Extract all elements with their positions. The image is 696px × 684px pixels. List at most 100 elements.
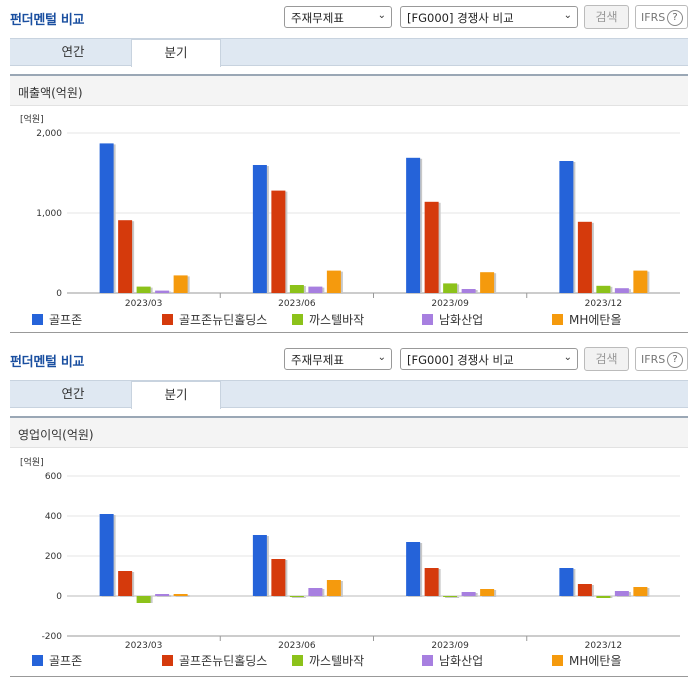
x-tick-label: 2023/09 xyxy=(431,641,469,648)
section-divider xyxy=(10,416,688,418)
bar-4-2[interactable] xyxy=(480,589,495,596)
bar-3-3[interactable] xyxy=(614,288,629,293)
bar-3-3[interactable] xyxy=(614,591,629,596)
legend-label: 남화산업 xyxy=(439,313,484,327)
bar-3-2[interactable] xyxy=(461,592,476,596)
x-tick-label: 2023/06 xyxy=(278,299,316,306)
y-tick-label: 2,000 xyxy=(36,129,62,139)
bar-shadow xyxy=(445,597,460,598)
x-tick-label: 2023/12 xyxy=(585,299,622,306)
question-icon: ? xyxy=(667,352,683,368)
bar-0-2[interactable] xyxy=(406,542,421,596)
section-header: 매출액(억원) xyxy=(10,76,688,106)
bar-1-3[interactable] xyxy=(577,584,592,596)
legend-label: 골프존뉴딘홀딩스 xyxy=(179,654,268,668)
tab-annual[interactable]: 연간 xyxy=(61,386,85,401)
bar-3-0[interactable] xyxy=(155,290,170,293)
bar-0-1[interactable] xyxy=(252,535,267,596)
y-tick-label: 600 xyxy=(45,472,62,482)
bar-1-2[interactable] xyxy=(424,568,439,596)
bar-1-0[interactable] xyxy=(118,220,133,293)
bar-2-1[interactable] xyxy=(289,596,304,597)
bar-2-3[interactable] xyxy=(596,596,611,598)
statement-type-value: 주재무제표 xyxy=(291,353,344,367)
ifrs-label: IFRS xyxy=(641,353,666,366)
chevron-down-icon: ⌄ xyxy=(377,10,386,21)
y-tick-label: -200 xyxy=(42,632,63,642)
bar-1-3[interactable] xyxy=(577,221,592,293)
y-tick-label: 0 xyxy=(56,289,62,299)
bar-1-0[interactable] xyxy=(118,571,133,596)
chevron-down-icon: ⌄ xyxy=(377,352,386,363)
bar-0-3[interactable] xyxy=(559,568,574,596)
statement-type-value: 주재무제표 xyxy=(291,11,344,25)
bar-0-0[interactable] xyxy=(99,143,114,293)
legend-label: 까스텔바작 xyxy=(309,654,365,668)
bar-2-3[interactable] xyxy=(596,285,611,293)
bar-3-2[interactable] xyxy=(461,289,476,293)
legend-label: 남화산업 xyxy=(439,654,484,668)
ifrs-help-button[interactable]: IFRS ? xyxy=(635,347,688,371)
tab-annual[interactable]: 연간 xyxy=(61,44,85,59)
panel-bottom-border xyxy=(10,332,688,333)
sales-bar-chart: [억원] 0 1,000 2,000 2023/03 2023/06 2023/09 2023… xyxy=(20,113,680,306)
y-unit-label: [억원] xyxy=(20,113,44,125)
bar-2-0[interactable] xyxy=(136,286,151,293)
bar-4-0[interactable] xyxy=(173,594,188,596)
legend-swatch xyxy=(292,314,303,325)
panel-header: 펀더멘털 비교 주재무제표 ⌄ [FG000] 경쟁사 비교 ⌄ 검색 IFRS… xyxy=(0,342,696,376)
bar-1-2[interactable] xyxy=(424,201,439,293)
bar-4-2[interactable] xyxy=(480,272,495,293)
fundamental-panel-operating-income: 펀더멘털 비교 주재무제표 ⌄ [FG000] 경쟁사 비교 ⌄ 검색 IFRS… xyxy=(0,342,696,684)
statement-type-select[interactable]: 주재무제표 ⌄ xyxy=(284,348,392,370)
bar-4-3[interactable] xyxy=(633,587,648,596)
legend-item[interactable]: 골프존 xyxy=(32,311,82,328)
bar-0-2[interactable] xyxy=(406,157,421,293)
x-tick-label: 2023/03 xyxy=(125,641,162,648)
bar-3-1[interactable] xyxy=(308,588,323,596)
bar-3-1[interactable] xyxy=(308,286,323,293)
x-tick-label: 2023/03 xyxy=(125,299,162,306)
bar-3-0[interactable] xyxy=(155,594,170,596)
y-tick-label: 200 xyxy=(45,552,62,562)
bar-1-1[interactable] xyxy=(271,559,286,596)
ifrs-help-button[interactable]: IFRS ? xyxy=(635,5,688,29)
bar-0-3[interactable] xyxy=(559,161,574,293)
panel-title: 펀더멘털 비교 xyxy=(10,355,85,370)
peer-group-select[interactable]: [FG000] 경쟁사 비교 ⌄ xyxy=(400,6,578,28)
legend-label: 까스텔바작 xyxy=(309,313,365,327)
bar-4-1[interactable] xyxy=(326,580,341,596)
legend-item[interactable]: 까스텔바작 xyxy=(292,652,364,669)
bar-4-1[interactable] xyxy=(326,270,341,293)
legend-label: 골프존 xyxy=(49,313,83,327)
bar-4-0[interactable] xyxy=(173,275,188,293)
bar-2-2[interactable] xyxy=(443,283,458,293)
section-title: 영업이익(억원) xyxy=(18,428,94,442)
legend-item[interactable]: 남화산업 xyxy=(422,311,483,328)
legend-item[interactable]: MH에탄올 xyxy=(552,311,622,328)
statement-type-select[interactable]: 주재무제표 ⌄ xyxy=(284,6,392,28)
legend-item[interactable]: 남화산업 xyxy=(422,652,483,669)
bar-2-0[interactable] xyxy=(136,596,151,603)
bar-0-0[interactable] xyxy=(99,514,114,596)
legend-item[interactable]: 까스텔바작 xyxy=(292,311,364,328)
legend-item[interactable]: 골프존뉴딘홀딩스 xyxy=(162,311,267,328)
bar-0-1[interactable] xyxy=(252,165,267,293)
chevron-down-icon: ⌄ xyxy=(563,352,572,363)
legend-item[interactable]: 골프존뉴딘홀딩스 xyxy=(162,652,267,669)
legend-item[interactable]: 골프존 xyxy=(32,652,82,669)
legend-label: 골프존뉴딘홀딩스 xyxy=(179,313,268,327)
legend-swatch xyxy=(162,655,173,666)
bar-4-3[interactable] xyxy=(633,270,648,293)
bar-2-1[interactable] xyxy=(289,285,304,293)
search-button[interactable]: 검색 xyxy=(584,347,629,371)
tab-quarterly[interactable]: 분기 xyxy=(131,381,221,409)
tab-quarterly[interactable]: 분기 xyxy=(131,39,221,67)
bar-1-1[interactable] xyxy=(271,190,286,293)
legend-item[interactable]: MH에탄올 xyxy=(552,652,622,669)
bar-2-2[interactable] xyxy=(443,596,458,597)
period-tabs: 연간 분기 xyxy=(10,38,688,67)
peer-group-select[interactable]: [FG000] 경쟁사 비교 ⌄ xyxy=(400,348,578,370)
x-tick-label: 2023/12 xyxy=(585,641,622,648)
search-button[interactable]: 검색 xyxy=(584,5,629,29)
